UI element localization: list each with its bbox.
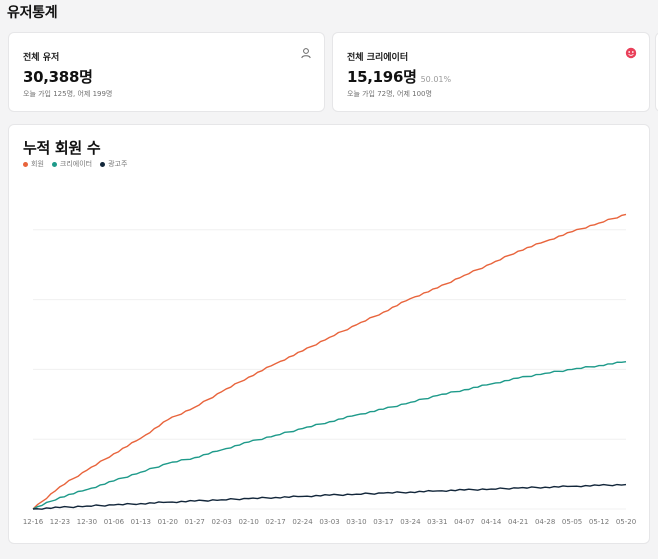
creator-badge-icon — [625, 47, 637, 59]
page-title: 유저통계 — [7, 5, 58, 21]
total-creators-subtext: 오늘 가입 72명, 어제 100명 — [347, 90, 432, 98]
cumulative-members-chart: 12-16 12-23 12-30 01-06 01-13 01-20 01-27 02-03… — [23, 213, 636, 526]
chart-title: 누적 회원 수 — [23, 139, 101, 157]
creator-percentage: 50.01% — [420, 75, 452, 84]
x-tick-label: 04-07 — [454, 518, 474, 526]
x-tick-label: 04-28 — [535, 518, 555, 526]
x-tick-label: 01-13 — [131, 518, 151, 526]
x-tick-label: 02-17 — [265, 518, 285, 526]
series-line-0 — [32, 213, 627, 510]
cumulative-members-chart-card: 12-16 12-23 12-30 01-06 01-13 01-20 01-27 02-03… — [8, 124, 650, 544]
total-users-card: 전체 유저 30,388명 오늘 가입 125명, 어제 199명 — [8, 32, 325, 112]
legend-item-creators[interactable]: 크리에이터 — [51, 159, 93, 169]
total-users-label: 전체 유저 — [23, 53, 60, 63]
total-creators-value: 15,196명 — [347, 68, 417, 86]
series-line-1 — [32, 360, 627, 510]
x-tick-label: 12-30 — [77, 518, 97, 526]
x-tick-label: 02-10 — [238, 518, 258, 526]
x-tick-label: 02-24 — [292, 518, 313, 526]
x-tick-label: 04-14 — [481, 518, 502, 526]
x-tick-label: 05-05 — [562, 518, 582, 526]
total-creators-label: 전체 크리에이터 — [347, 53, 409, 63]
chart-legend: 회원 크리에이터 광고주 — [23, 159, 127, 169]
x-tick-label: 01-20 — [158, 518, 178, 526]
x-tick-label: 03-17 — [373, 518, 393, 526]
total-users-subtext: 오늘 가입 125명, 어제 199명 — [23, 90, 113, 98]
x-tick-label: 12-16 — [23, 518, 44, 526]
legend-label-advertisers: 광고주 — [108, 160, 128, 168]
x-tick-label: 01-27 — [185, 518, 205, 526]
total-users-value: 30,388명 — [23, 68, 93, 86]
legend-dot-advertisers — [100, 161, 106, 167]
x-tick-label: 02-03 — [212, 518, 232, 526]
legend-label-creators: 크리에이터 — [59, 160, 93, 168]
x-tick-label: 01-06 — [104, 518, 125, 526]
total-creators-card: 전체 크리에이터 15,196명 50.01% 오늘 가입 72명, 어제 10… — [332, 32, 650, 112]
x-tick-label: 12-23 — [50, 518, 70, 526]
legend-item-advertisers[interactable]: 광고주 — [100, 159, 127, 169]
x-tick-label: 03-03 — [319, 518, 339, 526]
legend-dot-members — [23, 161, 28, 167]
x-tick-label: 05-20 — [616, 518, 636, 526]
x-tick-label: 03-10 — [346, 518, 366, 526]
x-tick-label: 04-21 — [508, 518, 528, 526]
series-line-2 — [32, 483, 627, 510]
x-tick-label: 05-12 — [589, 518, 609, 526]
legend-label-members: 회원 — [31, 160, 44, 168]
legend-item-members[interactable]: 회원 — [23, 159, 44, 169]
x-tick-label: 03-24 — [400, 518, 421, 526]
legend-dot-creators — [51, 161, 57, 167]
user-icon — [301, 48, 311, 59]
x-tick-label: 03-31 — [427, 518, 447, 526]
